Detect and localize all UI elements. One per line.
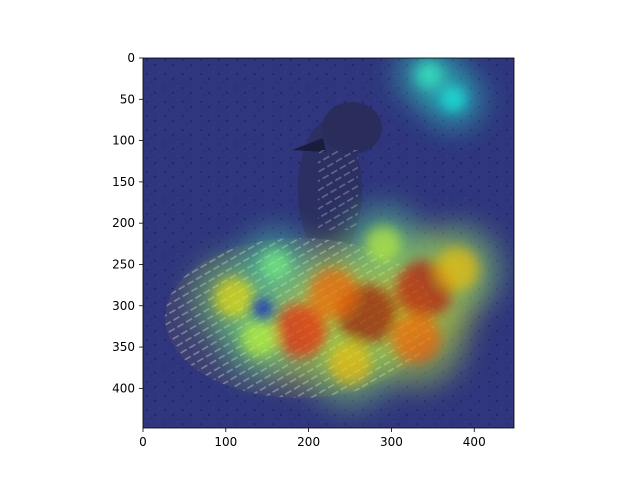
x-axis: 0 100 200 300 400 [139, 428, 486, 449]
activation-minimum [253, 298, 274, 319]
activation-hotspot [213, 277, 255, 318]
activation-hotspot [259, 248, 292, 281]
activation-hotspot [436, 247, 479, 290]
activation-hotspot [365, 225, 402, 262]
axes-frame [142, 57, 515, 429]
x-tick-label: 100 [214, 435, 237, 449]
activation-hotspot [415, 60, 443, 89]
activation-hotspot [440, 86, 467, 112]
y-axis: 0 50 100 150 200 250 300 350 400 [112, 51, 143, 395]
y-tick-label: 300 [112, 299, 135, 313]
y-tick-label: 350 [112, 340, 135, 354]
y-tick-label: 400 [112, 381, 135, 395]
x-tick-label: 400 [463, 435, 486, 449]
activation-hotspot [391, 314, 441, 364]
y-tick-label: 250 [112, 257, 135, 271]
activation-hotspot [328, 342, 372, 385]
y-tick-label: 100 [112, 134, 135, 148]
x-tick-label: 200 [297, 435, 320, 449]
heat-layer-inner [213, 60, 479, 385]
activation-hotspot [240, 320, 277, 357]
x-tick-label: 0 [139, 435, 147, 449]
y-tick-label: 150 [112, 175, 135, 189]
activation-hotspot [273, 303, 327, 358]
activation-hotspot [309, 268, 358, 318]
y-tick-label: 200 [112, 216, 135, 230]
x-tick-label: 300 [380, 435, 403, 449]
heatmap-axes [142, 57, 515, 429]
heat-layer-minima [253, 298, 274, 319]
y-tick-label: 50 [120, 92, 135, 106]
y-tick-label: 0 [127, 51, 135, 65]
